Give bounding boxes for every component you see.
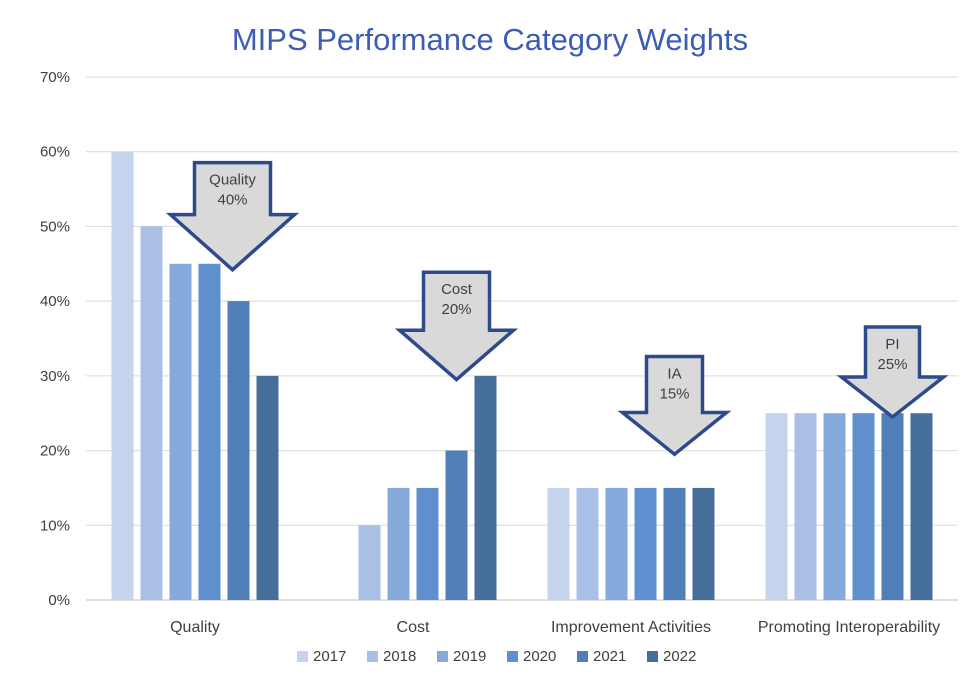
y-tick-label: 30% — [40, 368, 70, 385]
callout-label: PI — [885, 336, 899, 353]
callout-label: Cost — [441, 281, 473, 298]
bar — [387, 487, 410, 600]
bar — [256, 375, 279, 600]
callout-arrow — [394, 270, 519, 382]
legend-swatch — [437, 651, 448, 662]
bar — [111, 151, 134, 600]
callout-label: 40% — [217, 192, 247, 209]
bar — [823, 413, 846, 600]
y-tick-label: 0% — [48, 592, 70, 609]
x-category-label: Improvement Activities — [551, 619, 711, 636]
bar — [881, 413, 904, 600]
bar — [169, 263, 192, 600]
bar — [140, 226, 163, 600]
x-category-label: Promoting Interoperability — [758, 619, 940, 636]
bar — [198, 263, 221, 600]
callout-label: 20% — [441, 301, 471, 318]
bar — [227, 301, 250, 600]
bar — [576, 487, 599, 600]
legend-label: 2022 — [663, 648, 696, 665]
legend-swatch — [367, 651, 378, 662]
y-tick-label: 10% — [40, 517, 70, 534]
y-tick-label: 50% — [40, 218, 70, 235]
legend-label: 2019 — [453, 648, 486, 665]
bar — [910, 413, 933, 600]
callout-arrow — [165, 160, 300, 273]
bar — [445, 450, 468, 600]
legend-swatch — [647, 651, 658, 662]
legend-label: 2018 — [383, 648, 416, 665]
bar — [634, 487, 657, 600]
legend-label: 2017 — [313, 648, 346, 665]
callout-label: 15% — [659, 386, 689, 403]
callout-label: IA — [667, 366, 681, 383]
legend-swatch — [507, 651, 518, 662]
y-tick-label: 60% — [40, 144, 70, 161]
bar — [765, 413, 788, 600]
legend-label: 2020 — [523, 648, 556, 665]
x-category-label: Cost — [397, 619, 430, 636]
legend-swatch — [577, 651, 588, 662]
x-category-label: Quality — [170, 619, 220, 636]
callout-label: 25% — [877, 356, 907, 373]
bar — [547, 487, 570, 600]
chart-title: MIPS Performance Category Weights — [231, 22, 749, 57]
legend-swatch — [297, 651, 308, 662]
bar — [605, 487, 628, 600]
legend-label: 2021 — [593, 648, 626, 665]
bar — [692, 487, 715, 600]
bar — [474, 375, 497, 600]
bar — [663, 487, 686, 600]
y-tick-label: 40% — [40, 293, 70, 310]
bar — [416, 487, 439, 600]
callout-arrow — [836, 325, 949, 420]
callout-label: Quality — [209, 172, 256, 189]
y-tick-label: 20% — [40, 443, 70, 460]
bar — [794, 413, 817, 600]
callout-arrow — [617, 354, 732, 457]
y-tick-label: 70% — [40, 69, 70, 86]
bar — [358, 525, 381, 600]
bar — [852, 413, 875, 600]
